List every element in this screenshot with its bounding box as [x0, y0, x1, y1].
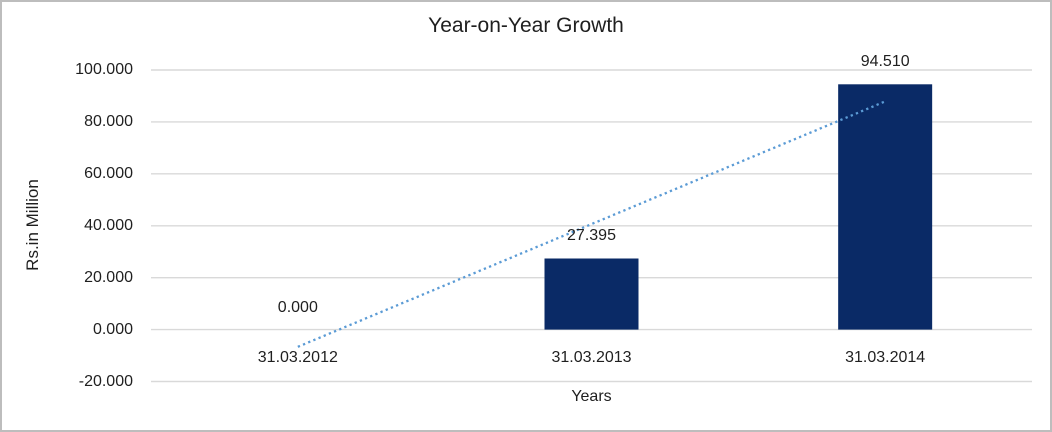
y-tick-label: -20.000	[78, 372, 133, 390]
y-tick-label: 0.000	[92, 320, 133, 338]
x-category-label: 31.03.2014	[845, 349, 926, 366]
y-tick-label: 100.000	[75, 61, 133, 78]
bar	[544, 258, 639, 330]
y-tick-label: 60.000	[84, 164, 133, 182]
bar-value-label: 27.395	[567, 227, 616, 245]
chart-title: Year-on-Year Growth	[428, 14, 624, 37]
y-tick-label: 20.000	[84, 268, 133, 286]
y-tick-label: 40.000	[84, 216, 133, 234]
y-tick-label: 80.000	[84, 112, 133, 130]
bar-value-label: 94.510	[860, 53, 910, 71]
x-category-label: 31.03.2013	[551, 349, 632, 366]
x-category-label: 31.03.2012	[257, 349, 338, 366]
bar-value-label: 0.000	[277, 298, 318, 316]
x-axis-title: Years	[571, 388, 612, 405]
bar	[838, 84, 933, 330]
